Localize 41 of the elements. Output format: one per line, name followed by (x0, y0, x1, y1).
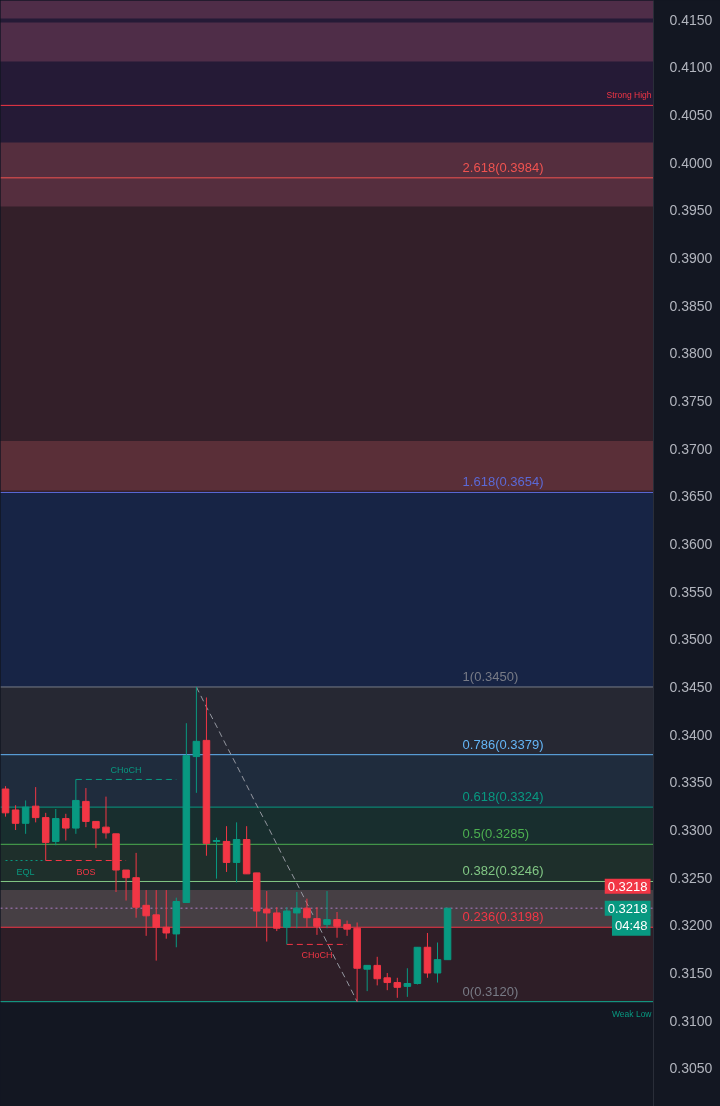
y-tick-label: 0.3350 (669, 774, 713, 791)
y-tick-label: 0.3050 (669, 1060, 713, 1077)
ref-line-label: 2.618(0.3984) (462, 159, 544, 175)
y-tick-label: 0.4150 (669, 11, 713, 28)
y-tick-label: 0.3150 (669, 965, 713, 982)
y-tick-label: 0.3400 (669, 726, 713, 743)
ref-line-label: 0.618(0.3324) (462, 789, 544, 805)
y-tick-label: 0.3700 (669, 440, 713, 457)
series-label: BOS (76, 866, 96, 877)
y-tick-label: 0.4100 (669, 59, 713, 76)
ref-line-label: 0.236(0.3198) (462, 909, 544, 925)
y-tick-label: 0.3500 (669, 631, 713, 648)
annotation: 04:48 (614, 917, 648, 933)
y-tick-label: 0.4000 (669, 154, 713, 171)
y-tick-label: 0.3900 (669, 249, 713, 266)
ref-line-label: 0.382(0.3246) (462, 863, 544, 879)
ref-line-label: 0(0.3120) (462, 983, 519, 999)
ref-line-label: 0.5(0.3285) (462, 826, 530, 842)
ref-line-label: 1.618(0.3654) (462, 474, 544, 490)
y-tick-label: 0.3100 (669, 1012, 713, 1029)
y-tick-label: 0.3850 (669, 297, 713, 314)
annotation: 0.3218 (607, 900, 648, 916)
y-tick-label: 0.3950 (669, 202, 713, 219)
ref-line-label: 0.786(0.3379) (462, 736, 544, 752)
y-tick-label: 0.3300 (669, 822, 713, 838)
y-tick-label: 0.3750 (669, 392, 713, 409)
y-tick-label: 0.3800 (669, 345, 713, 362)
y-tick-label: 0.3600 (669, 535, 713, 552)
series-label: CHoCH (301, 950, 333, 961)
series-label: EQL (16, 866, 35, 877)
series-label: CHoCH (110, 765, 142, 776)
y-tick-label: 0.3200 (669, 917, 713, 934)
ref-line-label: 1(0.3450) (462, 668, 519, 684)
y-tick-label: 0.3550 (669, 583, 713, 600)
ref-line-label: Weak Low (611, 1008, 653, 1019)
ref-line-label: Strong High (606, 90, 652, 101)
ref-line-label: 0.3218 (607, 878, 648, 894)
y-tick-label: 0.3450 (669, 678, 713, 695)
y-tick-label: 0.4050 (669, 106, 713, 123)
y-tick-label: 0.3250 (669, 869, 713, 886)
y-tick-label: 0.3650 (669, 488, 713, 505)
